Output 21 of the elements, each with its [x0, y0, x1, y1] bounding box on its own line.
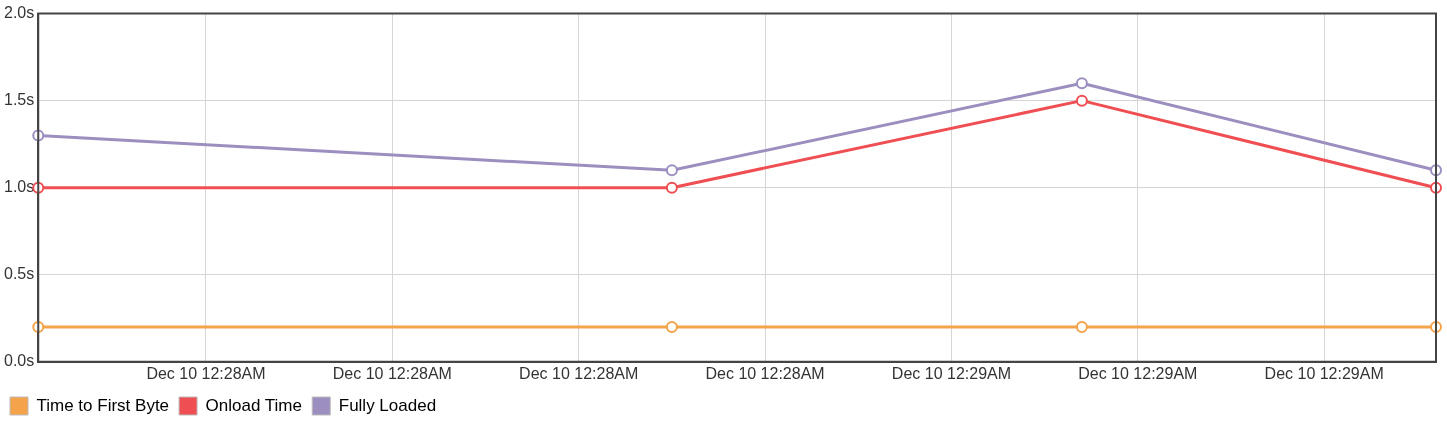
x-tick-label: Dec 10 12:28AM: [705, 364, 825, 382]
y-tick-label: 2.0s: [3, 4, 35, 22]
y-tick-label: 0.5s: [3, 265, 35, 283]
x-tick-label: Dec 10 12:29AM: [1264, 364, 1384, 382]
y-tick-label: 0.0s: [3, 352, 35, 370]
y-tick-label: 1.0s: [3, 178, 35, 196]
point: [1075, 320, 1088, 333]
point: [665, 164, 678, 177]
x-tick-label: Dec 10 12:28AM: [519, 364, 639, 382]
point: [665, 320, 678, 333]
x-tick-label: Dec 10 12:29AM: [891, 364, 1012, 382]
x-tick-label: Dec 10 12:28AM: [146, 364, 266, 382]
x-tick-label: Dec 10 12:28AM: [332, 364, 452, 382]
legend-label: Time to First Byte: [36, 395, 170, 415]
legend-label: Fully Loaded: [338, 395, 437, 415]
legend-label: Onload Time: [205, 395, 302, 415]
x-tick-label: Dec 10 12:29AM: [1078, 364, 1198, 382]
point: [665, 181, 678, 194]
point: [1075, 94, 1088, 107]
y-tick-label: 1.5s: [3, 91, 35, 109]
point: [1075, 77, 1088, 90]
